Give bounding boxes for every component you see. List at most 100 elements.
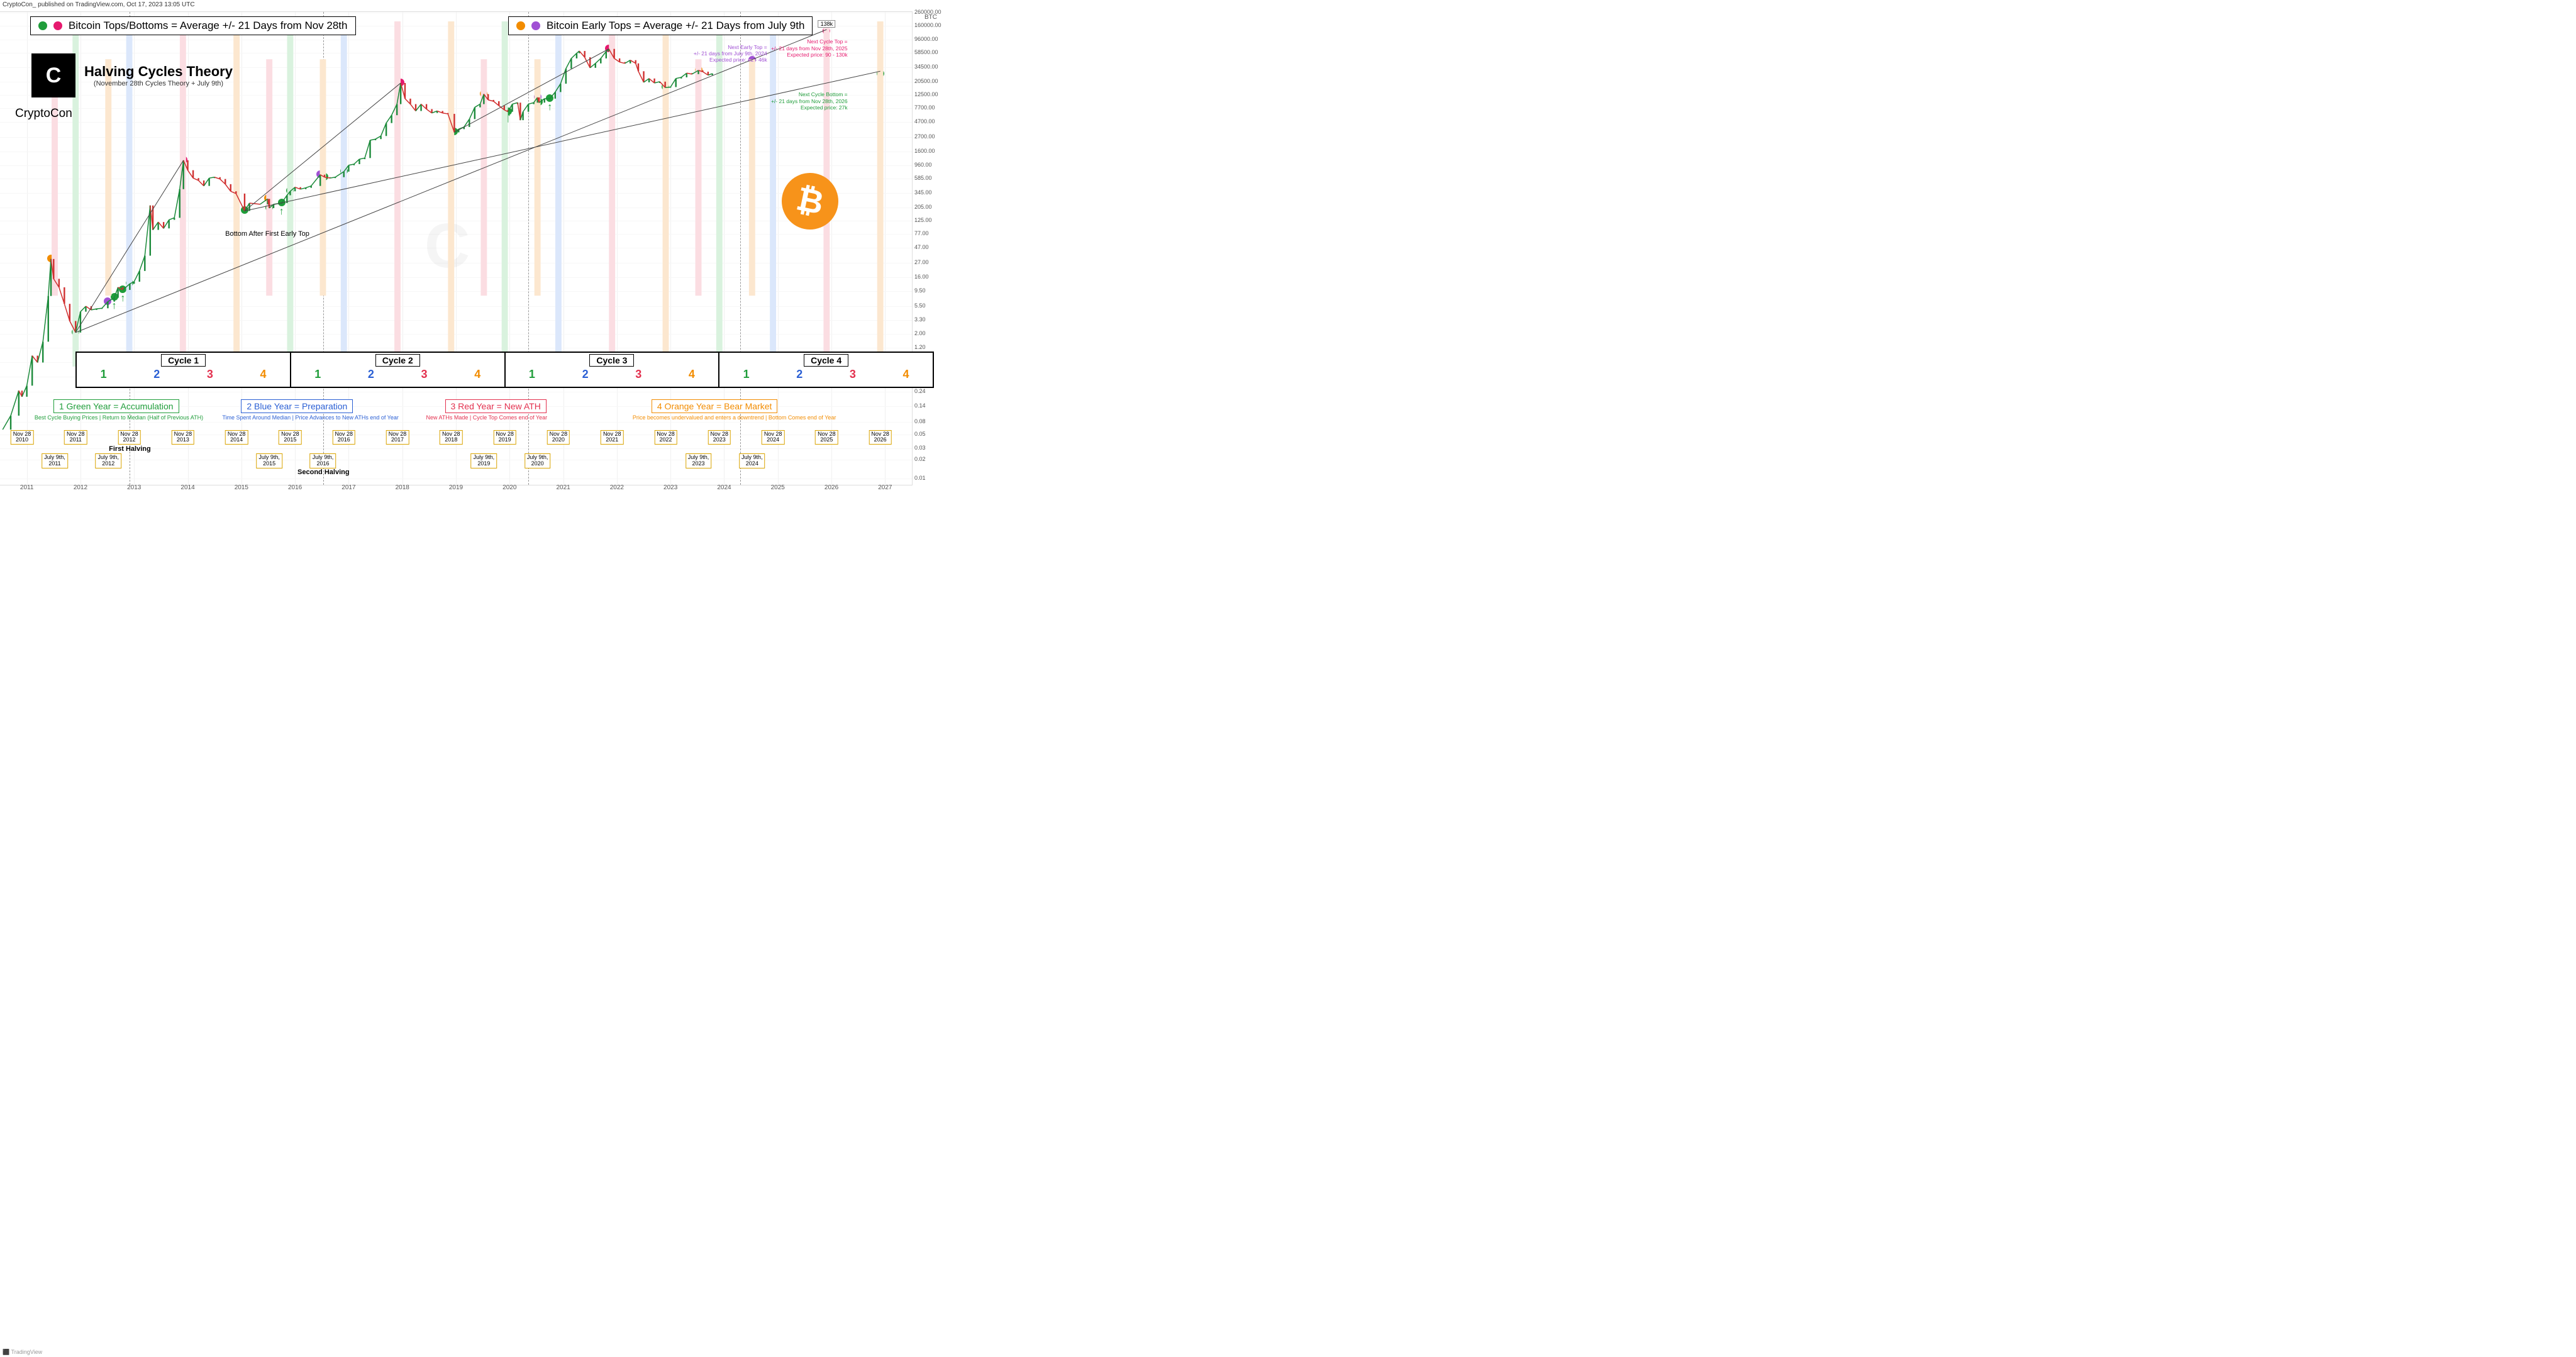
cycle-year-number: 3 xyxy=(635,368,641,381)
y-tick: 125.00 xyxy=(914,217,932,223)
x-tick: 2011 xyxy=(20,484,34,491)
cycle-title: Cycle 3 xyxy=(589,354,634,367)
cycle-year-number: 4 xyxy=(903,368,909,381)
nov28-date-label: Nov 282026 xyxy=(869,430,892,445)
projection-annotation: Next Cycle Top =+/- 21 days from Nov 28t… xyxy=(760,38,848,58)
nov28-date-label: Nov 282019 xyxy=(493,430,516,445)
legend-july9: Bitcoin Early Tops = Average +/- 21 Days… xyxy=(508,16,813,35)
cycle-year-number: 2 xyxy=(796,368,802,381)
legend-nov28-text: Bitcoin Tops/Bottoms = Average +/- 21 Da… xyxy=(69,19,348,32)
author-name: CryptoCon xyxy=(15,107,72,121)
july9-date-label: July 9th,2020 xyxy=(525,453,551,468)
cycle-year-number: 2 xyxy=(368,368,374,381)
chart-title: Halving Cycles Theory xyxy=(84,64,233,80)
y-tick: 58500.00 xyxy=(914,49,938,55)
phase-legend-sub: Time Spent Around Median | Price Advance… xyxy=(222,414,399,421)
marker-label: Bottom After First Early Top xyxy=(225,230,309,238)
y-tick: 16.00 xyxy=(914,274,929,280)
y-tick: 345.00 xyxy=(914,189,932,196)
x-tick: 2020 xyxy=(502,484,516,491)
x-tick: 2019 xyxy=(449,484,463,491)
cycle-title: Cycle 2 xyxy=(375,354,420,367)
nov28-date-label: Nov 282011 xyxy=(64,430,87,445)
phase-legend-sub: Price becomes undervalued and enters a d… xyxy=(633,414,836,421)
cycle-year-number: 4 xyxy=(260,368,267,381)
y-tick: 12500.00 xyxy=(914,91,938,97)
y-tick: 0.14 xyxy=(914,402,926,409)
x-tick: 2015 xyxy=(235,484,248,491)
y-axis: 260000.00 160000.00 96000.00 58500.00 34500.… xyxy=(912,11,943,484)
nov28-date-label: Nov 282012 xyxy=(118,430,141,445)
y-tick: 4700.00 xyxy=(914,118,935,125)
phase-legend-sub: Best Cycle Buying Prices | Return to Med… xyxy=(35,414,203,421)
x-tick: 2024 xyxy=(717,484,731,491)
y-tick: 585.00 xyxy=(914,175,932,181)
projection-annotation: Next Early Top =+/- 21 days from July 9t… xyxy=(679,44,767,64)
nov28-date-label: Nov 282022 xyxy=(654,430,677,445)
nov28-date-label: Nov 282010 xyxy=(11,430,34,445)
cycle-box: Cycle 11234 xyxy=(75,352,290,388)
legend-dot-green xyxy=(38,21,47,30)
halving-label: First Halving xyxy=(109,445,151,453)
y-tick: 27.00 xyxy=(914,259,929,265)
x-tick: 2021 xyxy=(556,484,570,491)
nov28-date-label: Nov 282021 xyxy=(601,430,624,445)
y-tick: 205.00 xyxy=(914,204,932,210)
july9-date-label: July 9th,2012 xyxy=(96,453,122,468)
nov28-date-label: Nov 282020 xyxy=(547,430,570,445)
tradingview-watermark: ⬛ TradingView xyxy=(3,1349,42,1356)
x-tick: 2017 xyxy=(341,484,355,491)
nov28-date-label: Nov 282013 xyxy=(172,430,195,445)
cycle-year-number: 3 xyxy=(207,368,213,381)
nov28-date-label: Nov 282016 xyxy=(332,430,355,445)
x-tick: 2022 xyxy=(610,484,624,491)
y-tick: 0.01 xyxy=(914,475,926,481)
chart-subtitle: (November 28th Cycles Theory + July 9th) xyxy=(84,80,233,87)
y-tick: 0.02 xyxy=(914,456,926,462)
nov28-date-label: Nov 282014 xyxy=(225,430,248,445)
cycle-year-number: 1 xyxy=(101,368,107,381)
phase-legend-box: 1 Green Year = Accumulation xyxy=(53,399,179,413)
july9-date-label: July 9th,2024 xyxy=(739,453,765,468)
nov28-date-label: Nov 282023 xyxy=(708,430,731,445)
title-block: C Halving Cycles Theory (November 28th C… xyxy=(31,53,233,97)
cycles-row: Cycle 11234Cycle 21234Cycle 31234Cycle 4… xyxy=(75,352,934,388)
nov28-date-label: Nov 282018 xyxy=(440,430,463,445)
y-tick: 0.05 xyxy=(914,431,926,437)
y-tick: 1600.00 xyxy=(914,148,935,154)
y-tick: 34500.00 xyxy=(914,64,938,70)
y-tick: 0.24 xyxy=(914,388,926,394)
legend-dot-pink xyxy=(53,21,62,30)
cycle-year-number: 2 xyxy=(582,368,589,381)
halving-label: Second Halving xyxy=(297,468,350,476)
cycle-year-number: 1 xyxy=(743,368,750,381)
y-tick: 260000.00 xyxy=(914,9,941,15)
y-tick: 960.00 xyxy=(914,162,932,168)
y-tick: 3.30 xyxy=(914,316,926,323)
y-tick: 20500.00 xyxy=(914,78,938,84)
y-tick: 0.08 xyxy=(914,418,926,424)
y-tick: 7700.00 xyxy=(914,104,935,111)
cycle-box: Cycle 3 1 2 3 4 xyxy=(504,352,719,388)
x-tick: 2018 xyxy=(396,484,409,491)
cycle-box: Cycle 21234 xyxy=(290,352,504,388)
cycle-year-number: 1 xyxy=(529,368,535,381)
price-target-flag: 138k xyxy=(818,20,836,28)
cycle-title: Cycle 4 xyxy=(804,354,848,367)
y-tick: 96000.00 xyxy=(914,36,938,42)
nov28-date-label: Nov 282017 xyxy=(386,430,409,445)
x-tick: 2025 xyxy=(771,484,785,491)
x-tick: 2023 xyxy=(663,484,677,491)
legend-nov28: Bitcoin Tops/Bottoms = Average +/- 21 Da… xyxy=(30,16,356,35)
y-tick: 2700.00 xyxy=(914,133,935,140)
nov28-date-label: Nov 282025 xyxy=(815,430,838,445)
y-tick: 1.20 xyxy=(914,344,926,350)
y-tick: 160000.00 xyxy=(914,22,941,28)
y-tick: 0.03 xyxy=(914,445,926,451)
cycle-year-number: 4 xyxy=(689,368,695,381)
y-tick: 2.00 xyxy=(914,330,926,336)
cycle-year-number: 3 xyxy=(850,368,856,381)
legend-july9-text: Bitcoin Early Tops = Average +/- 21 Days… xyxy=(547,19,804,32)
phase-legend-sub: New ATHs Made | Cycle Top Comes end of Y… xyxy=(426,414,548,421)
july9-date-label: July 9th,2023 xyxy=(686,453,712,468)
